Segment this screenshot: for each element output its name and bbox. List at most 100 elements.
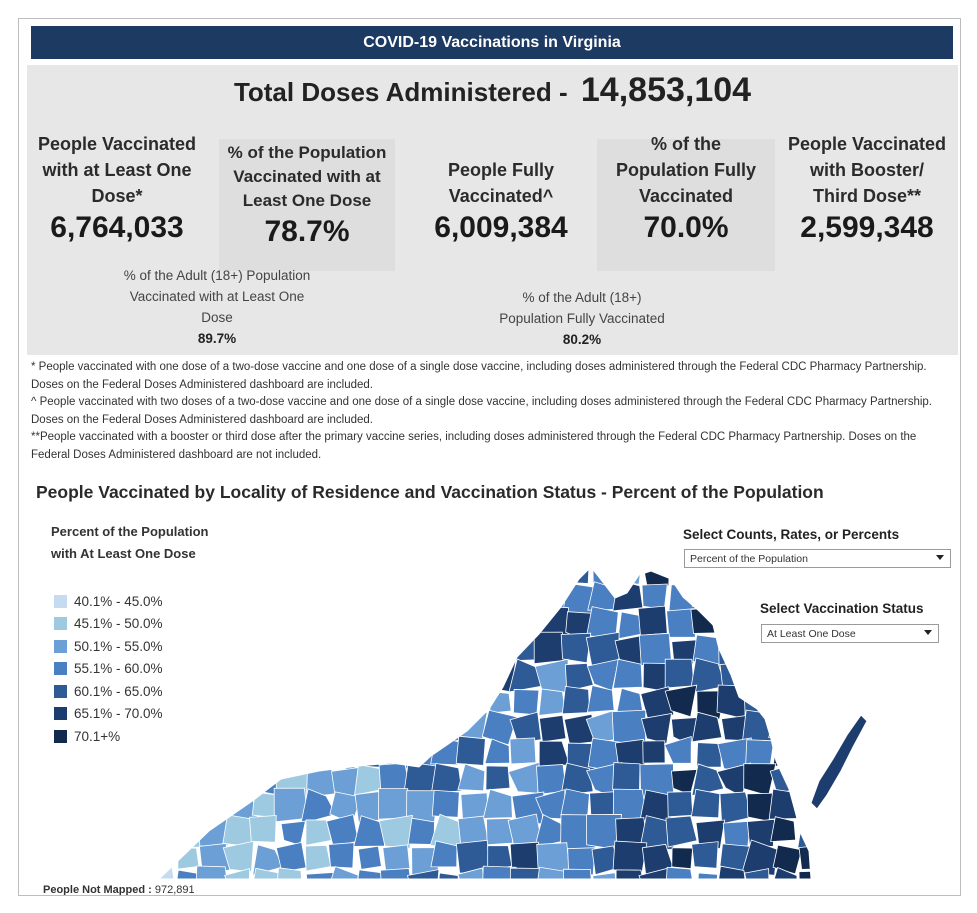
map-locality[interactable] xyxy=(743,763,777,797)
map-locality[interactable] xyxy=(332,586,363,617)
map-locality[interactable] xyxy=(691,581,721,611)
map-locality[interactable] xyxy=(171,607,206,642)
map-locality[interactable] xyxy=(280,690,308,718)
map-locality[interactable] xyxy=(144,761,179,797)
map-locality[interactable] xyxy=(485,558,512,584)
map-locality[interactable] xyxy=(509,737,537,765)
map-locality[interactable] xyxy=(430,762,463,795)
map-locality[interactable] xyxy=(642,740,666,764)
map-locality[interactable] xyxy=(560,762,594,796)
map-locality[interactable] xyxy=(172,738,205,771)
map-locality[interactable] xyxy=(328,557,361,589)
status-select[interactable]: At Least One Dose xyxy=(761,624,939,643)
map-locality[interactable] xyxy=(359,691,387,719)
map-locality[interactable] xyxy=(280,820,306,846)
map-locality[interactable] xyxy=(667,791,694,818)
map-locality[interactable] xyxy=(486,818,514,846)
map-localities[interactable] xyxy=(144,554,829,895)
map-locality[interactable] xyxy=(330,714,362,746)
map-locality[interactable] xyxy=(301,556,337,591)
map-locality[interactable] xyxy=(437,587,462,612)
map-locality[interactable] xyxy=(587,581,617,611)
map-locality[interactable] xyxy=(171,763,203,795)
map-locality[interactable] xyxy=(150,611,181,643)
map-locality[interactable] xyxy=(304,844,332,872)
map-locality[interactable] xyxy=(195,865,230,895)
map-locality[interactable] xyxy=(615,558,643,585)
map-locality[interactable] xyxy=(359,717,387,745)
map-locality[interactable] xyxy=(275,711,310,746)
map-locality[interactable] xyxy=(377,709,414,746)
map-locality[interactable] xyxy=(176,638,204,666)
map-locality[interactable] xyxy=(722,586,748,612)
map-locality[interactable] xyxy=(249,815,277,843)
map-locality[interactable] xyxy=(433,661,464,692)
map-locality[interactable] xyxy=(460,610,484,634)
map-locality[interactable] xyxy=(561,685,591,715)
map-locality[interactable] xyxy=(196,710,232,746)
map-locality[interactable] xyxy=(224,582,258,616)
map-locality[interactable] xyxy=(169,709,200,739)
map-locality[interactable] xyxy=(328,842,355,869)
map-locality[interactable] xyxy=(221,631,256,666)
map-locality[interactable] xyxy=(352,555,388,590)
map-locality[interactable] xyxy=(611,709,647,745)
map-locality[interactable] xyxy=(542,563,568,588)
map-locality[interactable] xyxy=(768,788,800,820)
map-locality[interactable] xyxy=(355,583,387,615)
map-locality[interactable] xyxy=(248,658,277,687)
map-locality[interactable] xyxy=(560,788,590,818)
map-locality[interactable] xyxy=(461,637,491,667)
map-locality[interactable] xyxy=(248,684,281,717)
map-locality[interactable] xyxy=(355,869,386,895)
map-locality[interactable] xyxy=(382,844,411,873)
map-locality[interactable] xyxy=(380,868,414,895)
map-locality[interactable] xyxy=(562,868,594,895)
map-locality[interactable] xyxy=(431,789,460,818)
map-locality[interactable] xyxy=(508,555,543,589)
map-locality[interactable] xyxy=(275,867,304,895)
map-locality[interactable] xyxy=(307,639,330,662)
map-locality[interactable] xyxy=(507,761,540,794)
map-locality[interactable] xyxy=(274,658,306,690)
map-locality[interactable] xyxy=(592,872,618,895)
map-locality[interactable] xyxy=(222,840,255,873)
map-locality[interactable] xyxy=(696,872,718,894)
map-locality[interactable] xyxy=(380,686,409,715)
map-locality[interactable] xyxy=(409,663,440,694)
map-locality[interactable] xyxy=(671,847,694,870)
map-locality[interactable] xyxy=(200,636,227,663)
virginia-choropleth-map[interactable] xyxy=(19,19,960,895)
map-locality[interactable] xyxy=(151,664,177,691)
map-locality[interactable] xyxy=(715,865,748,895)
map-locality[interactable] xyxy=(696,742,722,768)
map-locality[interactable] xyxy=(457,867,486,895)
map-locality[interactable] xyxy=(641,713,672,744)
map-locality[interactable] xyxy=(170,658,202,690)
map-locality[interactable] xyxy=(146,737,173,765)
map-locality[interactable] xyxy=(691,841,719,869)
map-locality[interactable] xyxy=(484,738,510,764)
map-locality[interactable] xyxy=(431,607,463,639)
map-locality[interactable] xyxy=(144,579,175,611)
map-locality[interactable] xyxy=(327,659,362,694)
map-locality[interactable] xyxy=(224,686,258,720)
map-locality[interactable] xyxy=(223,556,255,587)
map-locality[interactable] xyxy=(355,739,384,768)
map-locality[interactable] xyxy=(223,659,254,690)
map-locality[interactable] xyxy=(663,735,692,764)
map-locality[interactable] xyxy=(152,691,178,718)
map-locality[interactable] xyxy=(567,847,596,876)
map-locality[interactable] xyxy=(251,791,278,818)
map-locality[interactable] xyxy=(303,713,330,740)
map-locality[interactable] xyxy=(432,634,467,668)
map-locality[interactable] xyxy=(328,686,360,718)
map-locality[interactable] xyxy=(407,817,435,845)
map-locality[interactable] xyxy=(305,871,336,895)
map-locality[interactable] xyxy=(173,869,203,895)
map-locality[interactable] xyxy=(665,815,698,848)
map-locality[interactable] xyxy=(145,814,181,851)
map-locality[interactable] xyxy=(196,736,233,773)
map-locality[interactable] xyxy=(638,866,674,895)
map-locality[interactable] xyxy=(380,608,413,641)
